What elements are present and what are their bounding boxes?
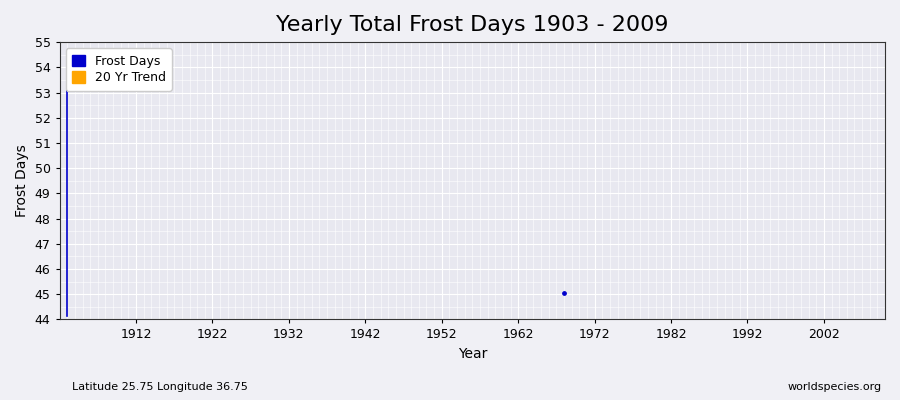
Point <box>557 290 572 296</box>
X-axis label: Year: Year <box>457 347 487 361</box>
Title: Yearly Total Frost Days 1903 - 2009: Yearly Total Frost Days 1903 - 2009 <box>276 15 669 35</box>
Legend: Frost Days, 20 Yr Trend: Frost Days, 20 Yr Trend <box>66 48 172 91</box>
Text: worldspecies.org: worldspecies.org <box>788 382 882 392</box>
Y-axis label: Frost Days: Frost Days <box>15 144 29 217</box>
Text: Latitude 25.75 Longitude 36.75: Latitude 25.75 Longitude 36.75 <box>72 382 248 392</box>
